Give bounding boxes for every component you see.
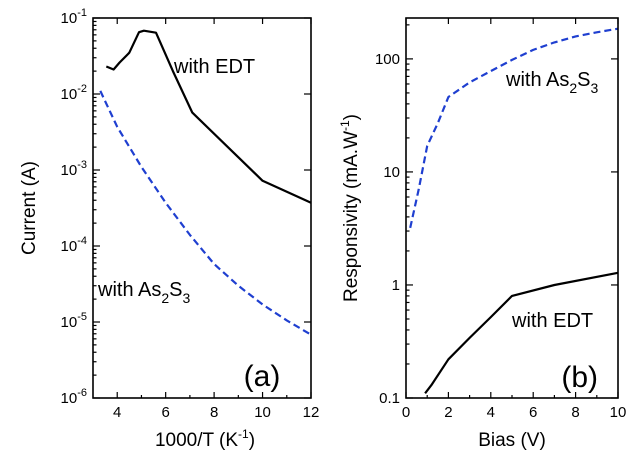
panel-a-x-tick-label: 10 — [254, 404, 271, 421]
panel-b-x-tick-label: 0 — [402, 404, 410, 421]
panel-b-y-tick-label: 100 — [375, 51, 400, 68]
panel-a-x-tick-label: 6 — [161, 404, 169, 421]
panel-a-y-axis-label: Current (A) — [19, 161, 40, 255]
panel-a-x-tick-label: 12 — [303, 404, 320, 421]
panel-a-annotation-as2s3: with As2S3 — [97, 279, 191, 306]
panel-a-y-tick-label: 10-2 — [61, 83, 87, 103]
panel-a-series-edt — [105, 29, 312, 204]
panel-a-label: (a) — [244, 360, 281, 393]
panel-b-y-tick-label: 10 — [383, 164, 400, 181]
panel-a-x-tick-label: 4 — [113, 404, 121, 421]
panel-a: 4 6 8 10 12 10-6 10-5 10-4 10-3 10-2 10-1 Current … — [19, 7, 319, 451]
panel-b-y-tick-label: 1 — [392, 277, 400, 294]
panel-a-x-axis-label: 1000/T (K-1) — [155, 427, 255, 451]
panel-b-series — [409, 27, 619, 394]
panel-a-annotation-edt: with EDT — [173, 56, 255, 78]
panel-b-y-tick-label: 0.1 — [379, 390, 400, 407]
panel-a-y-tick-label: 10-3 — [61, 159, 87, 179]
panel-a-ticks: 4 6 8 10 12 10-6 10-5 10-4 10-3 10-2 10-1 — [61, 7, 320, 421]
panel-b-x-tick-label: 10 — [610, 404, 627, 421]
panel-b-x-axis-label: Bias (V) — [478, 430, 546, 451]
panel-b-x-tick-label: 2 — [444, 404, 452, 421]
panel-b-frame — [405, 17, 619, 399]
panel-a-series — [99, 29, 312, 336]
panel-b-label: (b) — [561, 361, 598, 394]
panel-b-y-axis-label: Responsivity (mA.W-1) — [338, 114, 362, 302]
panel-b: 0 2 4 6 8 10 0.1 1 10 100 Responsivity (mA.W-1) B… — [338, 17, 627, 451]
panel-a-y-tick-label: 10-4 — [61, 235, 87, 255]
panel-b-series-as2s3 — [409, 27, 619, 229]
panel-b-annotation-edt: with EDT — [511, 310, 593, 332]
panel-a-y-tick-label: 10-1 — [61, 7, 87, 27]
panel-a-x-tick-label: 8 — [210, 404, 218, 421]
panel-a-series-as2s3 — [99, 90, 312, 336]
panel-b-annotation-as2s3: with As2S3 — [505, 69, 599, 96]
panel-a-frame — [92, 17, 312, 399]
panel-a-y-tick-label: 10-6 — [61, 387, 87, 407]
panel-b-series-edt — [424, 271, 619, 394]
panel-a-y-tick-label: 10-5 — [61, 311, 87, 331]
panel-b-x-tick-label: 4 — [487, 404, 495, 421]
panel-b-x-tick-label: 6 — [529, 404, 537, 421]
panel-b-x-tick-label: 8 — [571, 404, 579, 421]
